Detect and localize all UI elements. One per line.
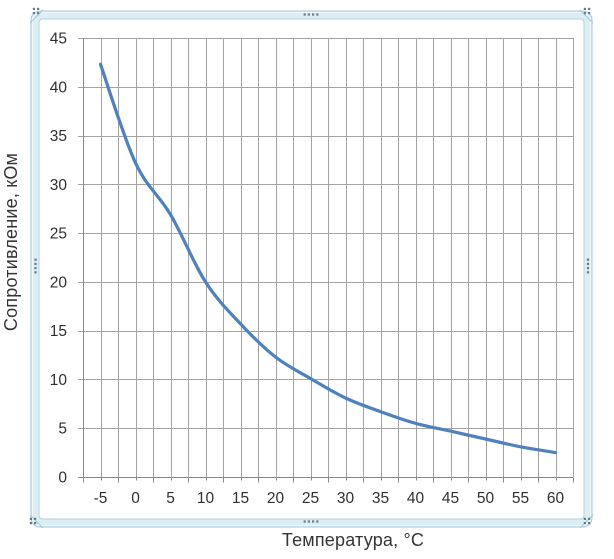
x-tick-label: 45 — [442, 490, 459, 507]
y-tick-label: 5 — [58, 421, 67, 438]
y-tick-label: 40 — [50, 79, 68, 96]
y-tick-label: 20 — [50, 274, 68, 291]
selection-handle-top-right[interactable] — [583, 7, 591, 15]
x-tick-label: 20 — [267, 490, 285, 507]
data-series-line[interactable] — [98, 62, 558, 455]
selection-handle-top-left[interactable] — [32, 7, 40, 15]
y-tick-label: 15 — [50, 323, 67, 340]
y-tick-label: 45 — [50, 31, 67, 48]
y-axis-tick-labels: 0 5 10 15 20 25 30 35 40 45 — [50, 31, 68, 487]
y-tick-label: 30 — [50, 177, 68, 194]
x-tick-label: 60 — [547, 490, 565, 507]
y-tick-label: 0 — [58, 470, 67, 487]
x-tick-label: 30 — [337, 490, 355, 507]
gridlines — [78, 38, 574, 478]
y-tick-label: 10 — [50, 372, 68, 389]
selection-handle-top-center[interactable] — [303, 13, 319, 16]
x-tick-label: 25 — [302, 490, 319, 507]
x-tick-label: 40 — [407, 490, 425, 507]
y-tick-label: 35 — [50, 128, 67, 145]
x-tick-label: 10 — [197, 490, 215, 507]
y-axis-title: Сопротивление, кОм — [1, 153, 21, 331]
x-tick-label: -5 — [94, 490, 108, 507]
x-tick-label: 5 — [166, 490, 175, 507]
y-tick-label: 25 — [50, 226, 67, 243]
x-tick-label: 35 — [372, 490, 389, 507]
selection-handle-middle-right[interactable] — [586, 258, 590, 274]
selection-handle-middle-left[interactable] — [34, 258, 37, 274]
selection-handle-bottom-center[interactable] — [303, 520, 319, 523]
x-tick-label: 50 — [477, 490, 495, 507]
x-axis-title: Температура, °С — [282, 530, 424, 550]
selection-handle-bottom-right[interactable] — [583, 517, 591, 525]
x-axis-tick-labels: -5 0 5 10 15 20 25 30 35 40 45 50 55 60 — [94, 490, 565, 507]
selection-handles — [29, 7, 591, 525]
x-tick-label: 0 — [131, 490, 140, 507]
x-tick-label: 15 — [232, 490, 249, 507]
x-tick-label: 55 — [512, 490, 529, 507]
axes — [78, 38, 574, 483]
selection-handle-bottom-left[interactable] — [29, 517, 37, 525]
